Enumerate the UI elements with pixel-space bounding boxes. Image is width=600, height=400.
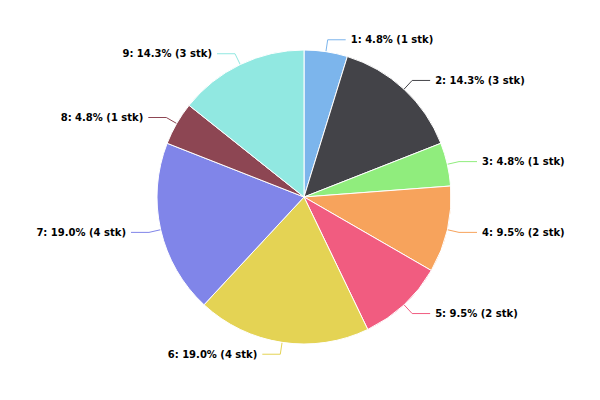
svg-text:3: 4.8% (1 stk): 3: 4.8% (1 stk) <box>482 156 565 167</box>
svg-text:4: 9.5% (2 stk): 4: 9.5% (2 stk) <box>482 227 565 238</box>
svg-text:7: 19.0% (4 stk): 7: 19.0% (4 stk) <box>36 227 126 238</box>
svg-text:8: 4.8% (1 stk): 8: 4.8% (1 stk) <box>61 112 144 123</box>
svg-text:2: 14.3% (3 stk): 2: 14.3% (3 stk) <box>435 75 525 86</box>
svg-text:6: 19.0% (4 stk): 6: 19.0% (4 stk) <box>168 349 258 360</box>
svg-text:9: 14.3% (3 stk): 9: 14.3% (3 stk) <box>122 48 212 59</box>
svg-text:5: 9.5% (2 stk): 5: 9.5% (2 stk) <box>435 308 518 319</box>
svg-text:1: 4.8% (1 stk): 1: 4.8% (1 stk) <box>351 34 434 45</box>
